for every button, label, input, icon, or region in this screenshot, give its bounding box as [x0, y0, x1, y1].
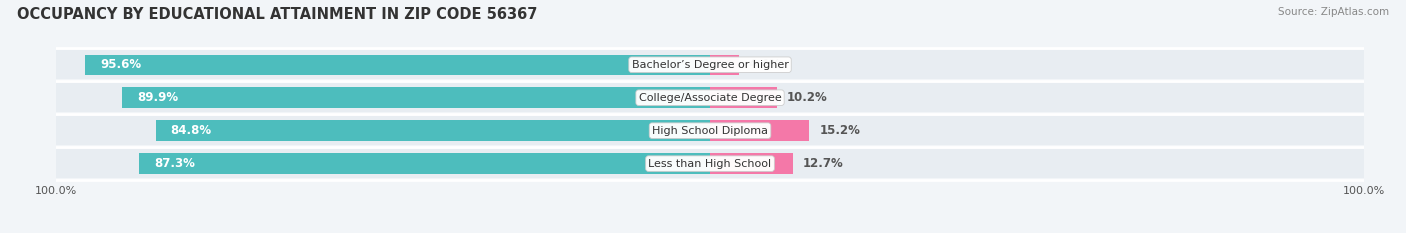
Bar	[84, 55, 710, 75]
Bar	[122, 87, 710, 108]
Text: OCCUPANCY BY EDUCATIONAL ATTAINMENT IN ZIP CODE 56367: OCCUPANCY BY EDUCATIONAL ATTAINMENT IN Z…	[17, 7, 537, 22]
Bar	[56, 116, 1364, 145]
Text: 84.8%: 84.8%	[170, 124, 212, 137]
Bar	[56, 50, 1364, 79]
Text: College/Associate Degree: College/Associate Degree	[638, 93, 782, 103]
Bar	[710, 55, 738, 75]
Text: 87.3%: 87.3%	[155, 157, 195, 170]
Text: Less than High School: Less than High School	[648, 159, 772, 169]
Text: 4.4%: 4.4%	[749, 58, 782, 71]
Text: High School Diploma: High School Diploma	[652, 126, 768, 136]
Text: 15.2%: 15.2%	[820, 124, 860, 137]
Bar	[56, 83, 1364, 112]
Text: 95.6%: 95.6%	[100, 58, 141, 71]
Bar	[710, 153, 793, 174]
Text: Bachelor’s Degree or higher: Bachelor’s Degree or higher	[631, 60, 789, 70]
Text: 89.9%: 89.9%	[138, 91, 179, 104]
Bar	[710, 87, 776, 108]
Bar	[139, 153, 710, 174]
Text: 10.2%: 10.2%	[787, 91, 828, 104]
Bar	[710, 120, 810, 141]
Bar	[156, 120, 710, 141]
Text: 12.7%: 12.7%	[803, 157, 844, 170]
Text: Source: ZipAtlas.com: Source: ZipAtlas.com	[1278, 7, 1389, 17]
Bar	[56, 149, 1364, 178]
